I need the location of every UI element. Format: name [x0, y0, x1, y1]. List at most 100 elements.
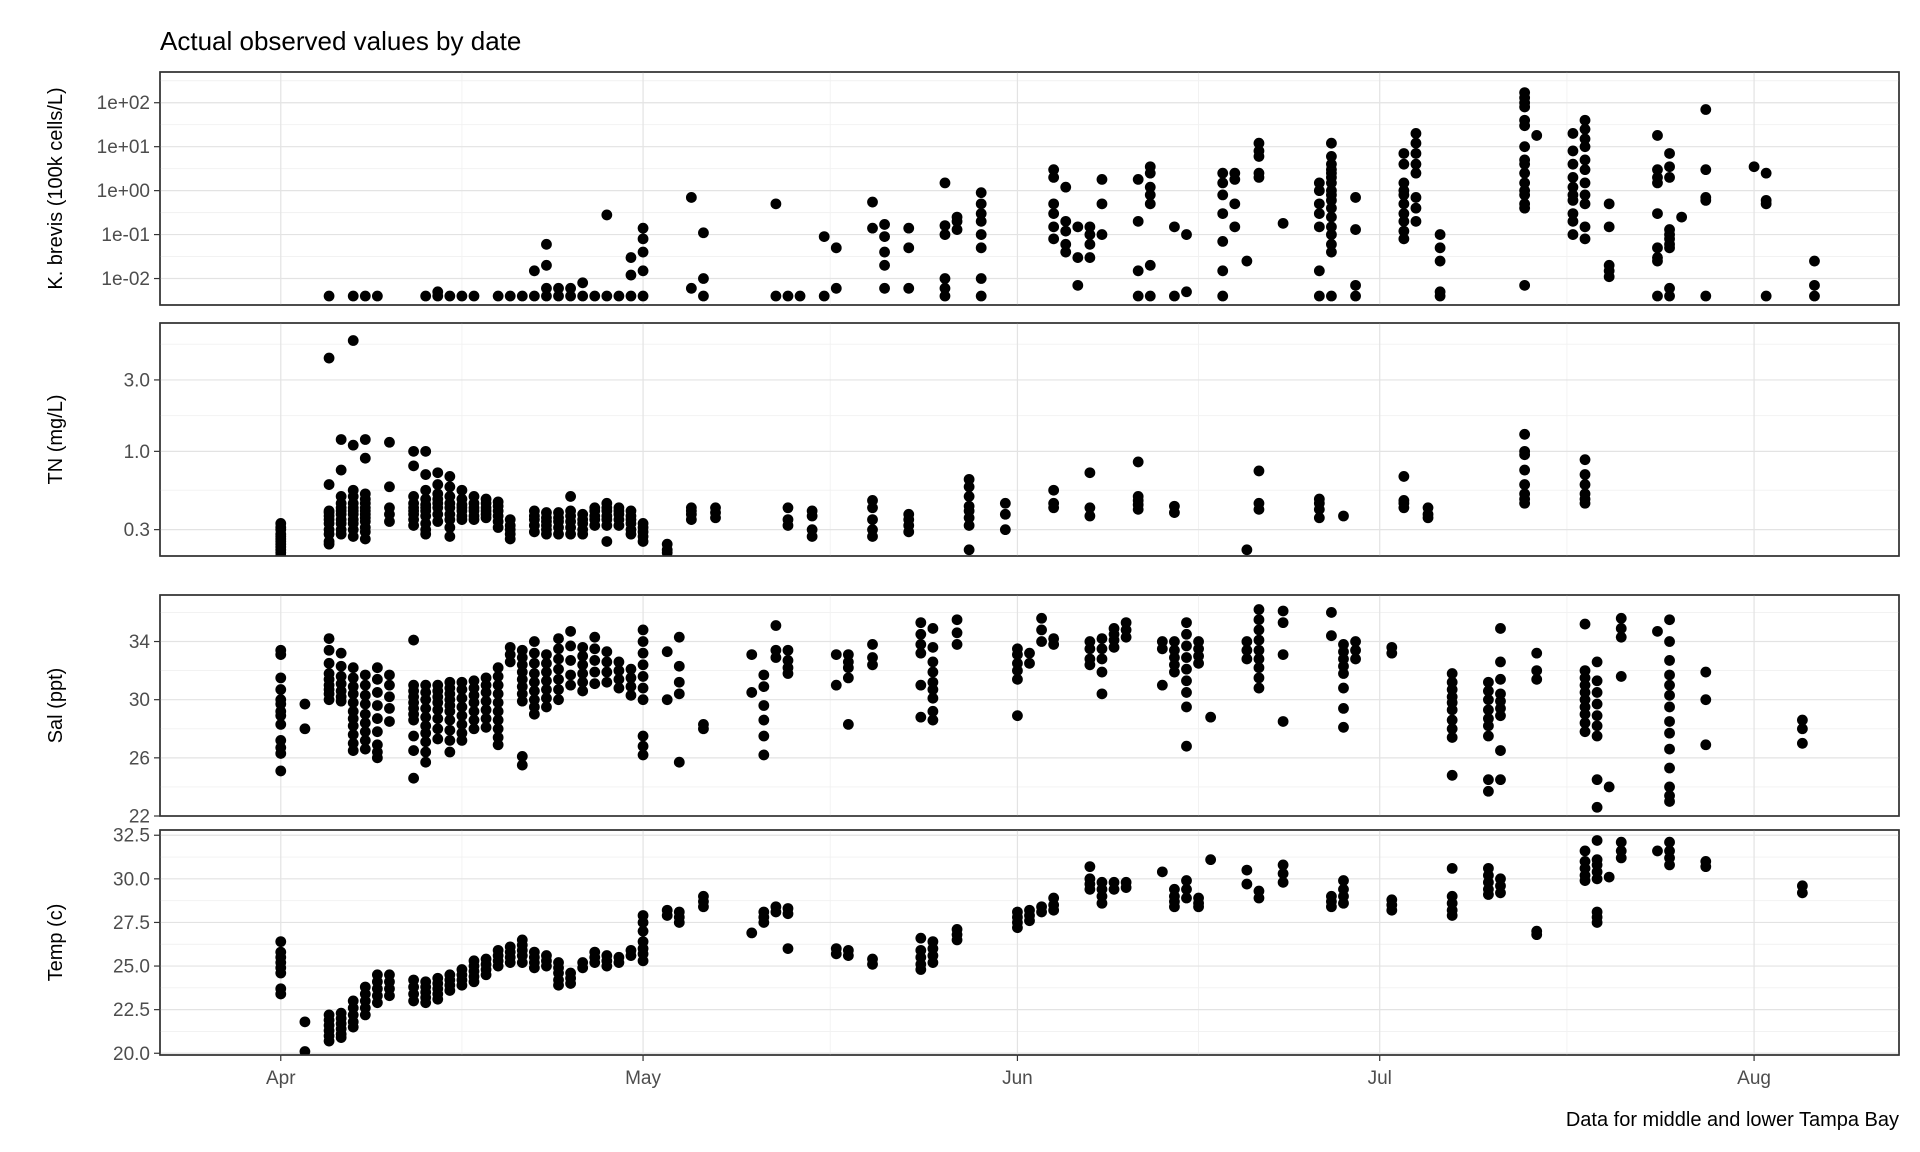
data-point [698, 723, 709, 735]
data-point [1060, 181, 1072, 193]
data-point [673, 688, 685, 700]
data-point [806, 531, 818, 542]
data-point [963, 491, 975, 502]
data-point [335, 660, 347, 672]
data-point [613, 682, 625, 694]
data-point [359, 434, 371, 445]
data-point [1217, 177, 1229, 189]
data-point [492, 688, 504, 700]
y-tick-label: 1.0 [124, 442, 150, 463]
data-point [1253, 653, 1265, 665]
data-point [867, 639, 878, 650]
data-point [613, 673, 625, 685]
data-point [1241, 644, 1253, 656]
data-point [915, 639, 927, 650]
data-point [673, 917, 685, 928]
data-point [1410, 158, 1422, 170]
data-point [359, 679, 371, 691]
y-tick-label: 1e-01 [101, 225, 150, 246]
data-point [1326, 246, 1337, 258]
data-point [1253, 624, 1265, 636]
y-tick-label: 22 [129, 807, 150, 828]
data-point [456, 979, 468, 991]
data-point [1519, 202, 1531, 214]
data-point [1012, 665, 1023, 677]
data-point [541, 666, 552, 678]
data-point [1181, 628, 1192, 640]
data-point [637, 624, 649, 636]
data-point [565, 669, 576, 681]
data-point [1181, 701, 1192, 713]
data-point [1567, 208, 1579, 220]
data-point [1253, 151, 1265, 162]
data-point [577, 668, 589, 679]
data-point [359, 533, 371, 545]
data-point [999, 524, 1011, 536]
data-point [1483, 704, 1494, 716]
data-point [408, 730, 420, 742]
y-tick-label: 32.5 [113, 826, 150, 847]
data-point [420, 711, 432, 723]
data-point [1519, 428, 1531, 440]
data-point [1446, 668, 1458, 679]
data-point [553, 290, 564, 302]
x-tick-label: Jun [1002, 1068, 1033, 1089]
data-point [1615, 631, 1627, 643]
data-point [1326, 194, 1337, 206]
data-point [1579, 177, 1591, 189]
data-point [1519, 141, 1531, 153]
data-point [1084, 467, 1096, 479]
panel-4: 20.0 22.5 25.0 27.5 30.0 32.5 Temp (c) [45, 826, 1900, 1065]
data-point [1326, 229, 1337, 240]
data-point [420, 290, 432, 302]
data-point [1277, 605, 1289, 617]
data-point [637, 265, 649, 277]
data-point [553, 694, 564, 706]
data-point [323, 479, 335, 490]
data-point [637, 694, 649, 706]
data-point [432, 290, 444, 302]
data-point [879, 282, 890, 294]
data-point [408, 995, 420, 1007]
data-point [1060, 246, 1072, 258]
data-point [698, 227, 709, 239]
data-point [1664, 859, 1675, 871]
data-point [625, 528, 637, 540]
data-point [1326, 151, 1337, 162]
data-point [613, 656, 625, 668]
data-point [1024, 647, 1035, 659]
data-point [1700, 694, 1712, 706]
data-point [1495, 673, 1506, 685]
data-point [1700, 164, 1712, 176]
data-point [516, 957, 528, 968]
data-point [480, 704, 492, 716]
data-point [275, 649, 287, 661]
data-point [541, 290, 552, 302]
data-point [420, 736, 432, 748]
y-tick-label: 26 [129, 748, 150, 769]
data-point [625, 672, 637, 684]
data-point [553, 282, 564, 294]
data-point [1313, 221, 1325, 233]
data-point [420, 445, 432, 457]
data-point [1181, 229, 1192, 240]
data-point [951, 215, 963, 227]
data-point [1410, 128, 1422, 139]
data-point [637, 671, 649, 682]
data-point [565, 978, 576, 989]
data-point [528, 290, 540, 302]
data-point [275, 936, 287, 948]
data-point [1483, 685, 1494, 697]
data-point [1410, 167, 1422, 179]
data-point [504, 290, 516, 302]
data-point [951, 639, 963, 650]
data-point [1253, 137, 1265, 149]
data-point [1700, 739, 1712, 751]
data-point [1483, 889, 1494, 900]
data-point [1796, 887, 1808, 899]
data-point [830, 948, 842, 960]
data-point [867, 958, 878, 970]
data-point [1483, 720, 1494, 732]
data-point [1398, 177, 1410, 189]
